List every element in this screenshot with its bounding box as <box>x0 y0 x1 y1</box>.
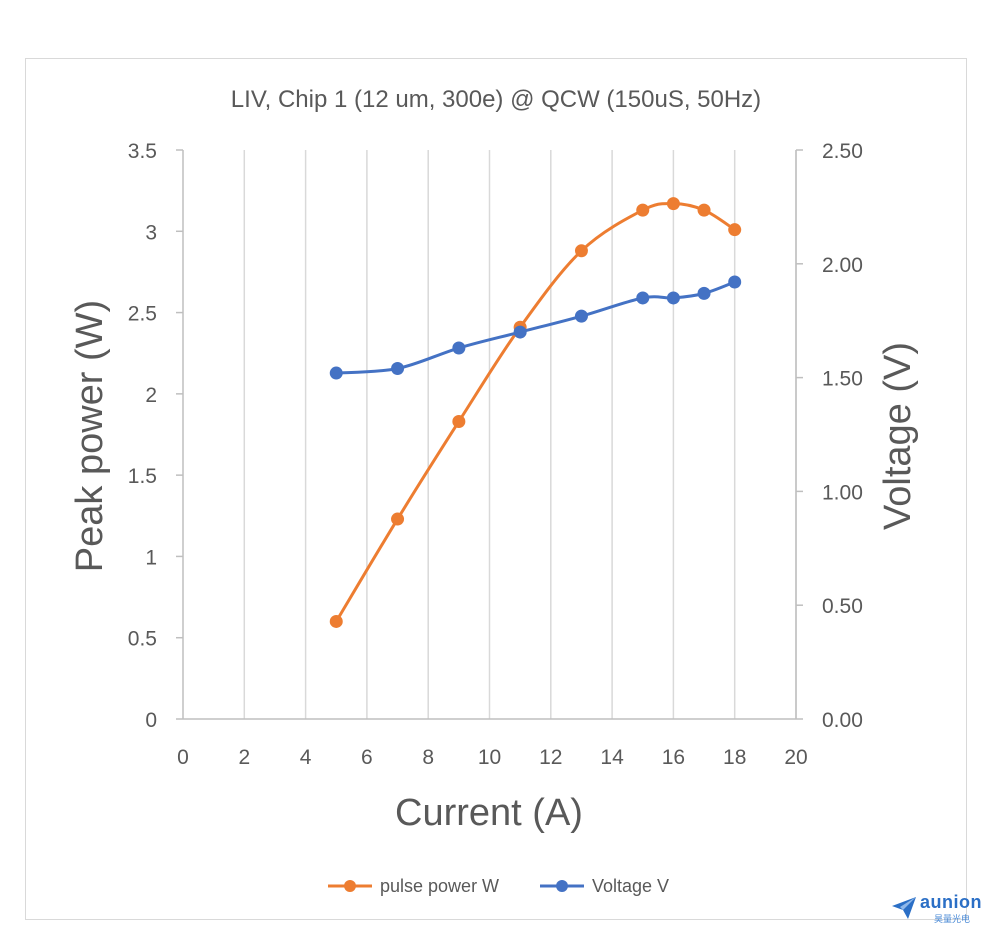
x-axis-title: Current (A) <box>395 792 583 834</box>
y-tick-label: 2.5 <box>128 303 157 326</box>
data-point-voltage <box>636 291 650 305</box>
y-tick-label: 1.5 <box>128 465 157 488</box>
x-tick-label: 12 <box>539 746 562 769</box>
x-tick-labels: 0 2 4 6 8 10 12 14 16 18 20 <box>177 746 808 769</box>
x-tick-label: 0 <box>177 746 189 769</box>
x-tick-label: 8 <box>422 746 434 769</box>
series-line-pulse-power <box>334 202 736 623</box>
x-tick-label: 20 <box>784 746 807 769</box>
axes <box>176 149 803 720</box>
y2-tick-label: 1.00 <box>822 481 863 504</box>
y2-tick-label: 0.50 <box>822 595 863 618</box>
y-tick-label: 1 <box>145 546 157 569</box>
y2-tick-label: 2.00 <box>822 254 863 277</box>
aunion-watermark: aunion 昊量光电 <box>890 892 990 926</box>
y-axis-title: Peak power (W) <box>69 300 111 572</box>
y-tick-label: 2 <box>145 384 157 407</box>
x-tick-label: 16 <box>662 746 685 769</box>
x-tick-label: 4 <box>300 746 312 769</box>
data-point-pulse-power <box>574 244 588 258</box>
chart-title: LIV, Chip 1 (12 um, 300e) @ QCW (150uS, … <box>231 86 761 113</box>
data-point-pulse-power <box>452 414 466 428</box>
chart-frame <box>25 58 967 920</box>
y2-tick-labels: 0.00 0.50 1.00 1.50 2.00 2.50 <box>822 140 863 732</box>
data-point-voltage <box>728 275 742 289</box>
data-point-voltage <box>452 341 466 355</box>
legend-label-voltage: Voltage V <box>592 876 669 896</box>
y-tick-label: 3.5 <box>128 140 157 163</box>
y2-tick-label: 2.50 <box>822 140 863 163</box>
y-tick-label: 3 <box>145 221 157 244</box>
legend-marker-pulse-power <box>344 880 356 892</box>
legend-marker-voltage <box>556 880 568 892</box>
x-tick-label: 14 <box>600 746 624 769</box>
x-tick-label: 6 <box>361 746 373 769</box>
data-point-voltage <box>697 286 711 300</box>
data-point-pulse-power <box>329 614 343 628</box>
legend-label-pulse-power: pulse power W <box>380 876 499 896</box>
y2-tick-label: 1.50 <box>822 368 863 391</box>
watermark-subtitle: 昊量光电 <box>934 915 971 925</box>
y2-axis-title: Voltage (V) <box>877 342 919 530</box>
data-point-voltage <box>391 361 405 375</box>
x-tick-label: 18 <box>723 746 746 769</box>
gridlines <box>243 150 797 719</box>
y2-tick-label: 0.00 <box>822 709 863 732</box>
data-point-voltage <box>329 366 343 380</box>
x-tick-label: 10 <box>478 746 501 769</box>
data-point-pulse-power <box>728 223 742 237</box>
watermark-brand: aunion <box>920 892 982 912</box>
y-tick-label: 0.5 <box>128 628 157 651</box>
paper-plane-logo-icon <box>892 897 916 919</box>
x-tick-label: 2 <box>238 746 250 769</box>
legend: pulse power W Voltage V <box>328 876 669 896</box>
y-tick-labels: 0 0.5 1 1.5 2 2.5 3 3.5 <box>128 140 157 732</box>
data-point-pulse-power <box>697 203 711 217</box>
series-layer <box>329 197 742 628</box>
data-point-voltage <box>574 309 588 323</box>
data-point-pulse-power <box>666 197 680 211</box>
data-point-voltage <box>513 325 527 339</box>
data-point-pulse-power <box>636 203 650 217</box>
data-point-voltage <box>666 291 680 305</box>
data-point-pulse-power <box>391 512 405 526</box>
y-tick-label: 0 <box>145 709 157 732</box>
